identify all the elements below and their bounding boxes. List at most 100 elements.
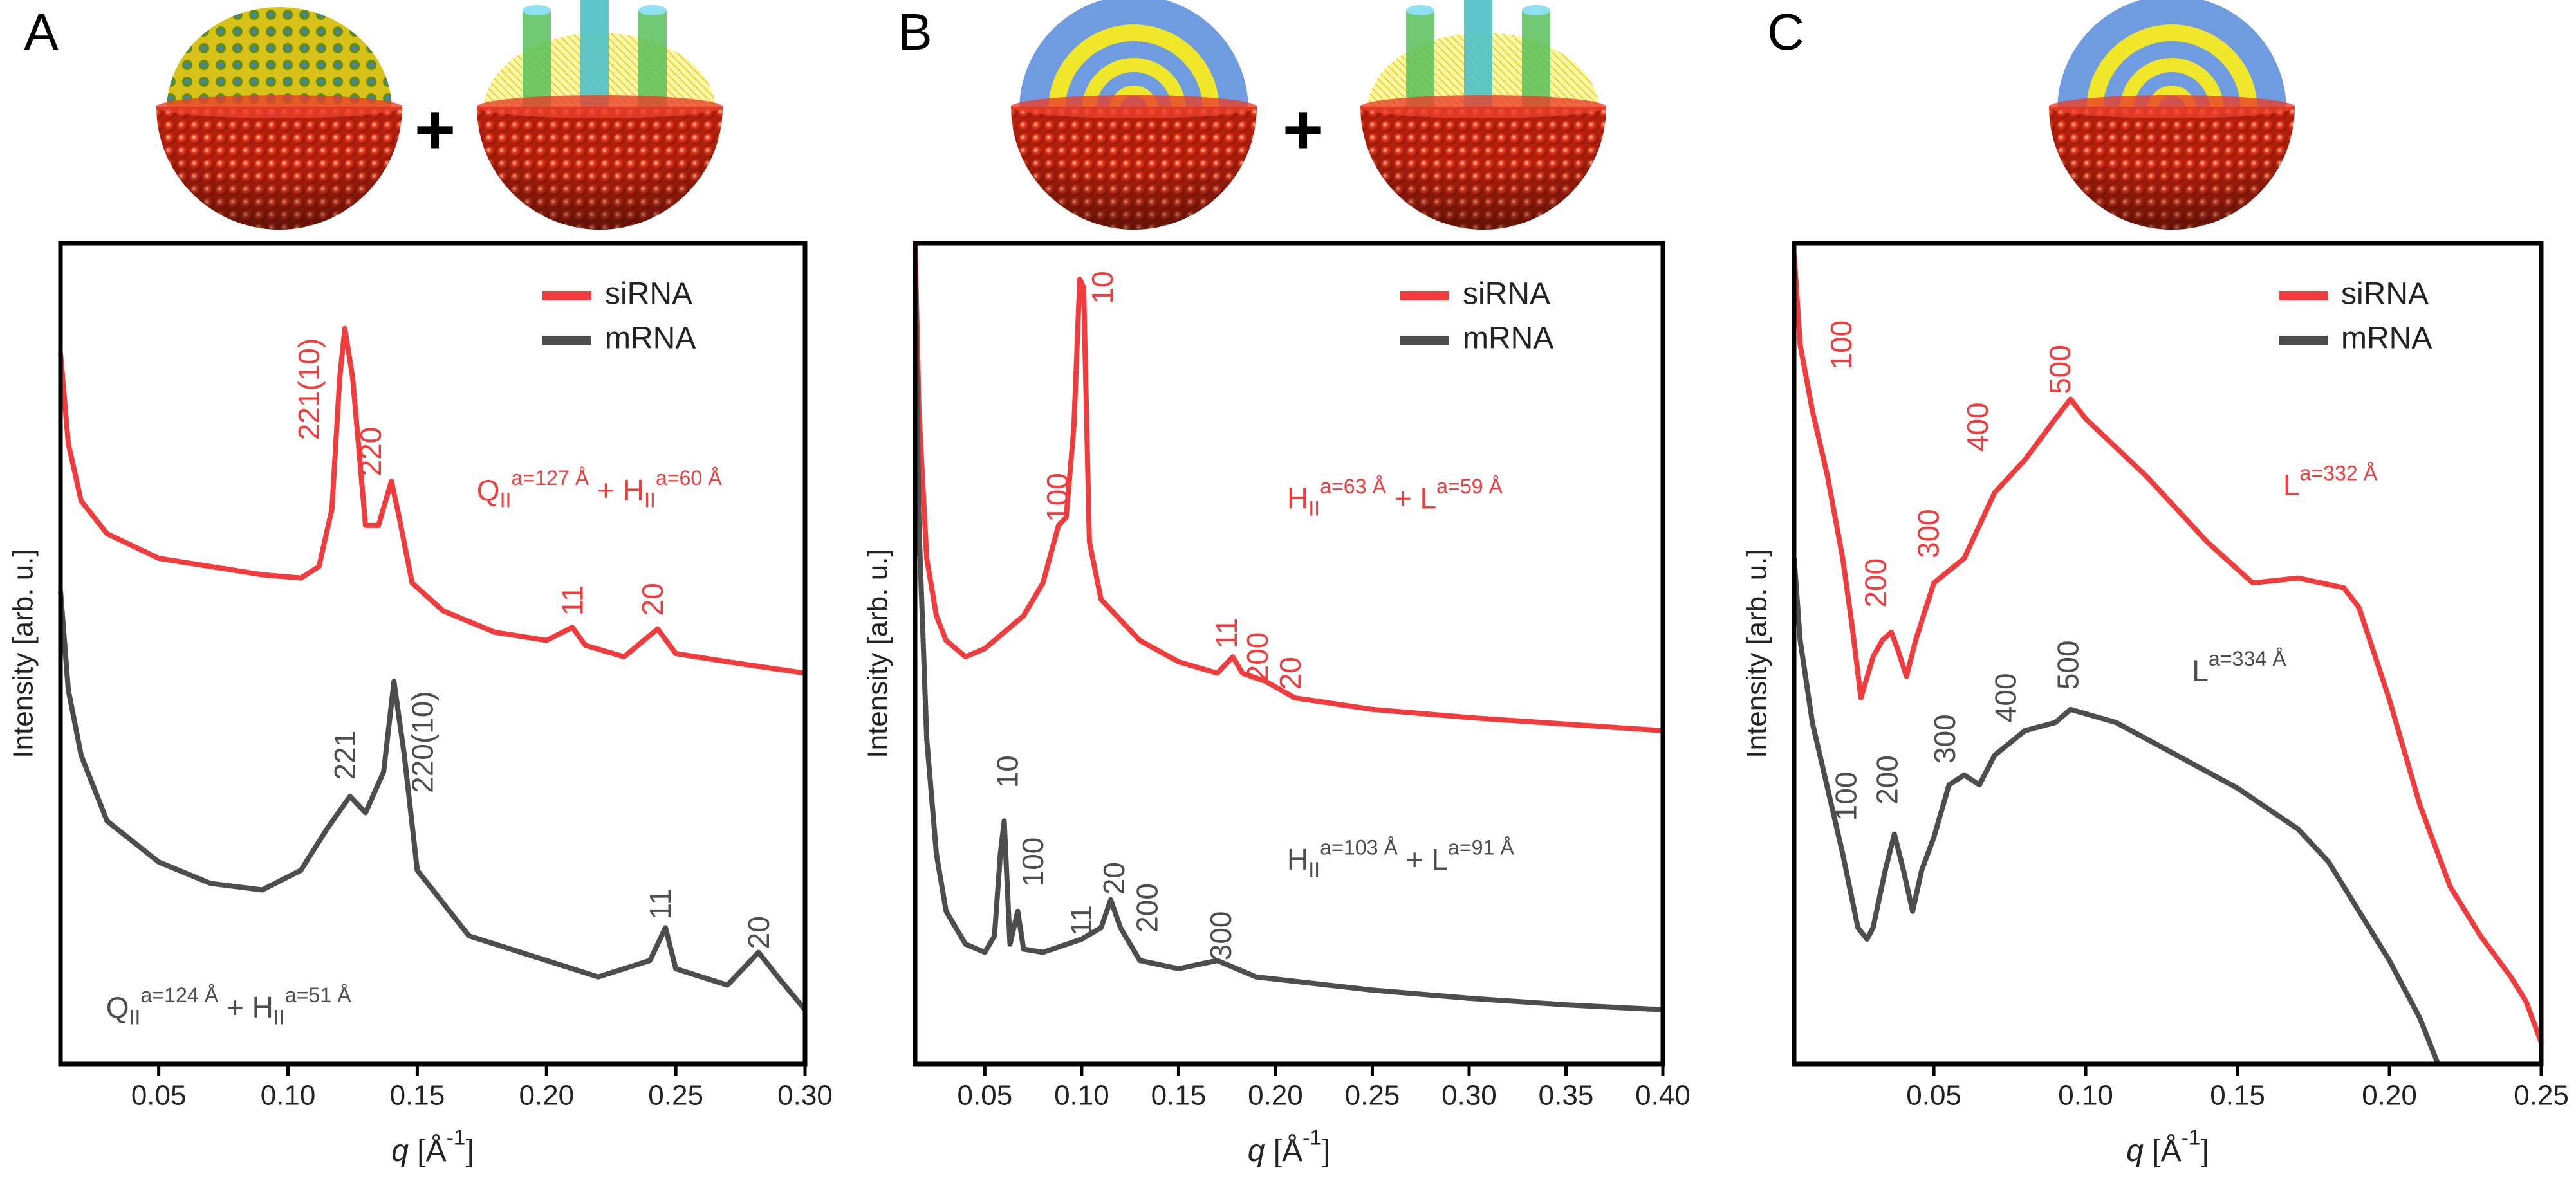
x-tick-label: 0.25 [1345,1080,1400,1112]
y-axis-label: Intensity [arb. u.] [8,549,39,758]
peak-label: 400 [1961,402,1994,452]
text-part: a=124 Å [140,984,218,1007]
text-part: q [1248,1134,1265,1168]
data-line [58,590,808,1012]
text-part: + L [1398,843,1448,876]
data-line [913,243,1663,733]
x-tick-label: 0.10 [2058,1080,2113,1112]
peak-label: 500 [2052,640,2085,690]
text-part: a=59 Å [1436,474,1503,497]
peak-label: 200 [1870,755,1904,805]
x-tick-label: 0.05 [1906,1080,1961,1112]
text-part: a=51 Å [285,984,351,1007]
cubic-phase-scheme [156,7,402,230]
legend-label: siRNA [1463,277,1550,311]
text-part: [Å [1265,1134,1302,1168]
peak-label: 300 [1204,911,1237,960]
peak-label: 221 [328,731,362,780]
peak-label: 220(10) [406,691,440,793]
legend-label: siRNA [605,277,692,311]
text-part: q [2126,1134,2144,1168]
x-tick-label: 0.20 [1248,1080,1303,1112]
text-part: [Å [2144,1134,2182,1168]
peak-label: 20 [1097,862,1131,895]
y-axis-label: Intensity [arb. u.] [1741,549,1773,758]
text-part: Q [477,473,500,507]
text-part: + L [1386,482,1436,515]
x-tick-label: 0.30 [777,1080,833,1112]
text-part: a=91 Å [1448,836,1514,859]
data-line [58,325,806,676]
x-tick-label: 0.05 [131,1080,187,1112]
peak-label: 10 [1086,271,1119,304]
peak-label: 400 [1988,673,2022,722]
text-part: H [1287,482,1308,515]
phase-label: La=332 Å [2283,461,2378,502]
x-tick-label: 0.05 [958,1080,1013,1112]
legend-label: siRNA [2341,277,2429,311]
peak-label: 300 [1928,714,1961,764]
peak-label: 221(10) [292,338,326,441]
peak-label: 200 [1130,883,1163,933]
legend-label: mRNA [2341,322,2432,356]
peak-label: 11 [1064,905,1098,936]
peak-label: 11 [1210,618,1243,649]
x-axis-label: q [Å-1] [1248,1126,1331,1167]
panel-label: B [898,3,932,60]
hexagonal-phase-scheme [1360,0,1606,230]
text-part: a=334 Å [2209,646,2286,670]
text-part: a=63 Å [1320,474,1386,497]
text-part: -1 [447,1126,466,1149]
text-part: [Å [409,1134,447,1168]
data-line [913,262,1663,1012]
x-axis-label: q [Å-1] [2126,1126,2209,1167]
text-part: a=127 Å [511,466,589,490]
x-tick-label: 0.20 [519,1080,574,1112]
peak-label: 20 [742,916,775,949]
peak-label: 10 [991,755,1024,788]
text-part: ] [2200,1134,2209,1168]
phase-label: QIIa=124 Å + HIIa=51 Å [106,984,351,1029]
text-part: II [1308,497,1320,520]
text-part: a=332 Å [2299,461,2377,484]
peak-label: 100 [1824,320,1858,370]
x-tick-label: 0.35 [1539,1080,1594,1112]
hexagonal-phase-scheme [477,0,723,230]
x-tick-label: 0.25 [648,1080,703,1112]
peak-label: 100 [1016,838,1050,887]
lamellar-phase-scheme [2049,0,2295,230]
text-part: H [1287,843,1308,876]
peak-label: 11 [556,585,589,616]
text-part: + H [218,991,273,1024]
text-part: II [644,488,656,511]
data-line [1792,254,2544,1044]
text-part: II [1308,857,1320,881]
text-part: ] [1322,1134,1330,1168]
text-part: q [391,1134,409,1168]
x-tick-label: 0.10 [261,1080,316,1112]
data-line [1792,558,2441,1065]
peak-label: 220 [354,427,387,477]
text-part: II [500,488,512,511]
panel-label: C [1767,3,1804,60]
text-part: a=103 Å [1320,836,1398,859]
x-axis-label: q [Å-1] [391,1126,474,1167]
x-tick-label: 0.15 [2210,1080,2265,1112]
x-tick-label: 0.25 [2514,1080,2569,1112]
lamellar-phase-scheme [1011,0,1257,230]
plot-frame [1792,241,2544,1067]
text-part: II [129,1005,140,1029]
peak-label: 200 [1858,558,1892,608]
phase-label: HIIa=103 Å + La=91 Å [1287,836,1514,881]
peak-label: 200 [1241,632,1274,682]
phase-label: QIIa=127 Å + HIIa=60 Å [477,466,722,512]
text-part: II [273,1005,285,1029]
peak-label: 11 [644,889,677,920]
text-part: L [2283,468,2300,502]
scheme-operator: + [1283,90,1324,169]
legend-label: mRNA [605,322,696,356]
text-part: L [2192,654,2209,688]
peak-label: 20 [636,583,669,616]
text-part: Q [106,991,129,1024]
peak-label: 300 [1912,509,1945,558]
